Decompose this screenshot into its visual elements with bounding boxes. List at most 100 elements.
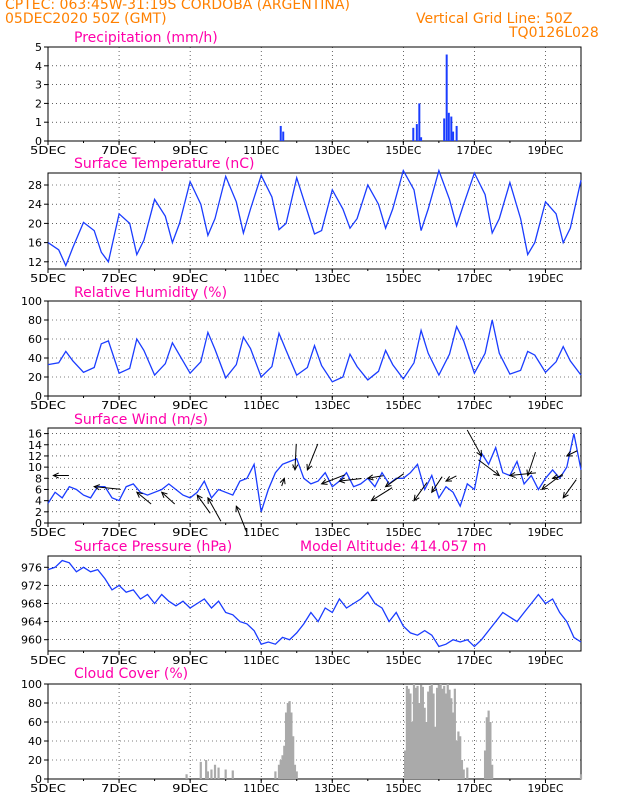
wind-arrow	[207, 496, 222, 522]
cloud-ytick-label: 20	[28, 754, 42, 767]
wind-arrow-head	[320, 479, 328, 485]
cloud-bar	[210, 769, 213, 779]
wind-arrow-head	[551, 474, 559, 481]
precip-bar	[420, 137, 423, 141]
cloud-bar	[462, 769, 465, 779]
wind-arrow-head	[207, 496, 214, 504]
cloud-bar	[579, 774, 583, 779]
cloud-bar	[423, 707, 426, 779]
wind-ytick-label: 12	[28, 450, 42, 463]
cloud-bar	[446, 684, 449, 779]
cloud-bar	[277, 764, 281, 779]
rh-ytick-label: 0	[35, 390, 42, 403]
cloud-bar	[217, 767, 220, 779]
precip-title: Precipitation (mm/h)	[74, 30, 218, 46]
wind-xtick-label: 11DEC	[243, 526, 279, 539]
wind-arrow-head	[384, 481, 392, 488]
wind-arrow-head	[93, 484, 101, 491]
temp-xtick-label: 17DEC	[456, 272, 492, 285]
temp-marks: 12 16 20 24 28 5DEC 7DEC 9DEC 11DEC 13DEC 15DEC 17D…	[28, 168, 582, 285]
cloud-bar	[451, 712, 455, 779]
wind-ytick-label: 0	[35, 517, 42, 530]
precip-panel: Precipitation (mm/h)	[74, 30, 218, 46]
wind-arrow-shaft	[294, 443, 297, 470]
precip-bar	[412, 127, 415, 141]
pres-xtick-label: 15DEC	[385, 654, 421, 667]
precip-xtick-label: 7DEC	[101, 144, 137, 157]
temp-ytick-label: 12	[28, 256, 42, 269]
wind-arrow-head	[235, 505, 242, 513]
cloud-bar	[199, 761, 202, 779]
temp-ytick-label: 16	[28, 237, 42, 250]
pres-xtick-label: 9DEC	[172, 654, 208, 667]
wind-arrow	[370, 487, 393, 502]
run-date: 05DEC2020 50Z (GMT)	[5, 11, 167, 27]
temp-ytick-label: 28	[28, 179, 42, 192]
temp-series-line	[47, 168, 582, 268]
wind-arrow-head	[508, 471, 516, 479]
cloud-bar	[279, 760, 282, 779]
wind-arrow	[338, 477, 362, 484]
cloud-bar	[407, 688, 410, 779]
cloud-bar	[444, 693, 448, 779]
wind-arrow-head	[431, 486, 438, 494]
wind-panel: Surface Wind (m/s)	[74, 412, 208, 428]
pres-ytick-label: 968	[21, 598, 42, 611]
temp-frame	[47, 172, 582, 270]
cloud-bar	[428, 685, 432, 779]
wind-xtick-label: 19DEC	[527, 526, 563, 539]
pres-xtick-label: 17DEC	[456, 654, 492, 667]
precip-marks: 0 1 2 3 4 5 5DEC 7DEC 9DEC 11DEC 13DEC 15DEC 17DEC 19…	[30, 41, 582, 157]
rh-title: Relative Humidity (%)	[74, 285, 227, 301]
pres-ytick-label: 972	[21, 579, 42, 592]
rh-ytick-label: 60	[28, 333, 42, 346]
cloud-bar	[416, 685, 419, 779]
cloud-xtick-label: 9DEC	[172, 782, 208, 795]
precip-frame	[47, 46, 582, 142]
wind-arrow-shaft	[562, 479, 577, 499]
cloud-bar	[489, 722, 492, 779]
rh-panel: Relative Humidity (%)	[74, 285, 227, 301]
rh-ytick-label: 100	[21, 295, 42, 308]
cloud-bar	[420, 684, 423, 779]
temp-xtick-label: 9DEC	[172, 272, 208, 285]
wind-arrow-head	[52, 472, 59, 479]
wind-arrow	[466, 429, 483, 457]
precip-xtick-label: 17DEC	[456, 144, 492, 157]
cloud-frame	[47, 683, 582, 780]
wind-arrow-shaft	[281, 478, 285, 487]
cloud-bar	[281, 755, 284, 779]
cloud-bar	[466, 767, 469, 779]
cloud-bar	[425, 722, 428, 779]
model-code: TQ0126L028	[509, 25, 599, 41]
wind-arrow	[160, 491, 176, 505]
cloud-ytick-label: 80	[28, 697, 42, 710]
wind-arrow	[196, 494, 211, 514]
cloud-xtick-label: 15DEC	[385, 782, 421, 795]
cloud-xtick-label: 19DEC	[527, 782, 563, 795]
wind-ytick-label: 4	[35, 495, 42, 508]
wind-arrow-shaft	[94, 486, 121, 490]
wind-ytick-label: 10	[28, 461, 42, 474]
cloud-xtick-label: 5DEC	[30, 782, 66, 795]
wind-xtick-label: 13DEC	[314, 526, 350, 539]
wind-arrow	[565, 450, 578, 457]
wind-xtick-label: 7DEC	[101, 526, 137, 539]
pres-xtick-label: 13DEC	[314, 654, 350, 667]
cloud-bar	[274, 771, 277, 779]
wind-arrow-shaft	[527, 451, 536, 476]
cloud-xtick-label: 17DEC	[456, 782, 492, 795]
pres-marks: 960 964 968 972 976 5DEC 7DEC 9DEC 11DEC 13DEC 15D…	[21, 555, 582, 667]
pres-xtick-label: 19DEC	[527, 654, 563, 667]
pres-frame	[47, 555, 582, 652]
wind-arrow-shaft	[552, 475, 564, 479]
cloud-bar	[453, 688, 456, 779]
wind-arrow-shaft	[161, 491, 176, 505]
cloud-bar	[205, 760, 208, 779]
precip-bar	[418, 103, 421, 141]
wind-arrow	[306, 443, 319, 471]
wind-arrow-shaft	[235, 506, 248, 533]
wind-arrow	[508, 471, 536, 479]
